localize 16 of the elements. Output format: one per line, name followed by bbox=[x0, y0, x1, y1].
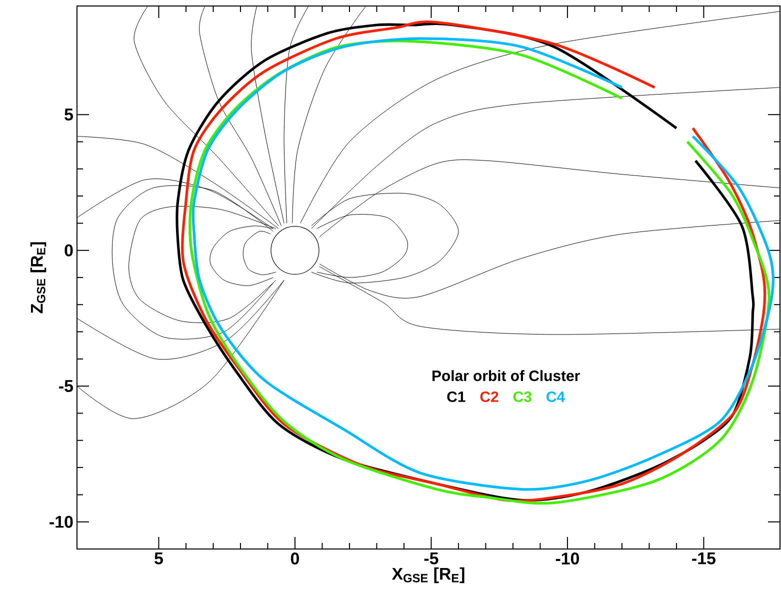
x-tick-label: 0 bbox=[290, 552, 299, 565]
text: C2 bbox=[480, 391, 498, 402]
x-tick-label: -5 bbox=[424, 552, 438, 564]
y-tick-label: -5 bbox=[59, 380, 74, 392]
text: C1 bbox=[447, 391, 466, 402]
x-axis-title: X$_{GSE}$ [R$_{E}$] bbox=[392, 567, 464, 584]
y-tick-label: -10 bbox=[50, 516, 73, 528]
y-axis-title: Z$_{GSE}$ [R$_{E}$] bbox=[30, 242, 46, 314]
x-tick-label: 5 bbox=[154, 552, 163, 564]
text: C4 bbox=[546, 391, 565, 402]
x-tick-label: -15 bbox=[692, 552, 716, 564]
text: C3 bbox=[513, 391, 532, 402]
y-tick-label: 0 bbox=[64, 244, 73, 256]
y-tick-label: 5 bbox=[64, 108, 74, 121]
x-tick-label: -10 bbox=[556, 552, 579, 565]
legend-title: Polar orbit of Cluster bbox=[432, 370, 580, 382]
